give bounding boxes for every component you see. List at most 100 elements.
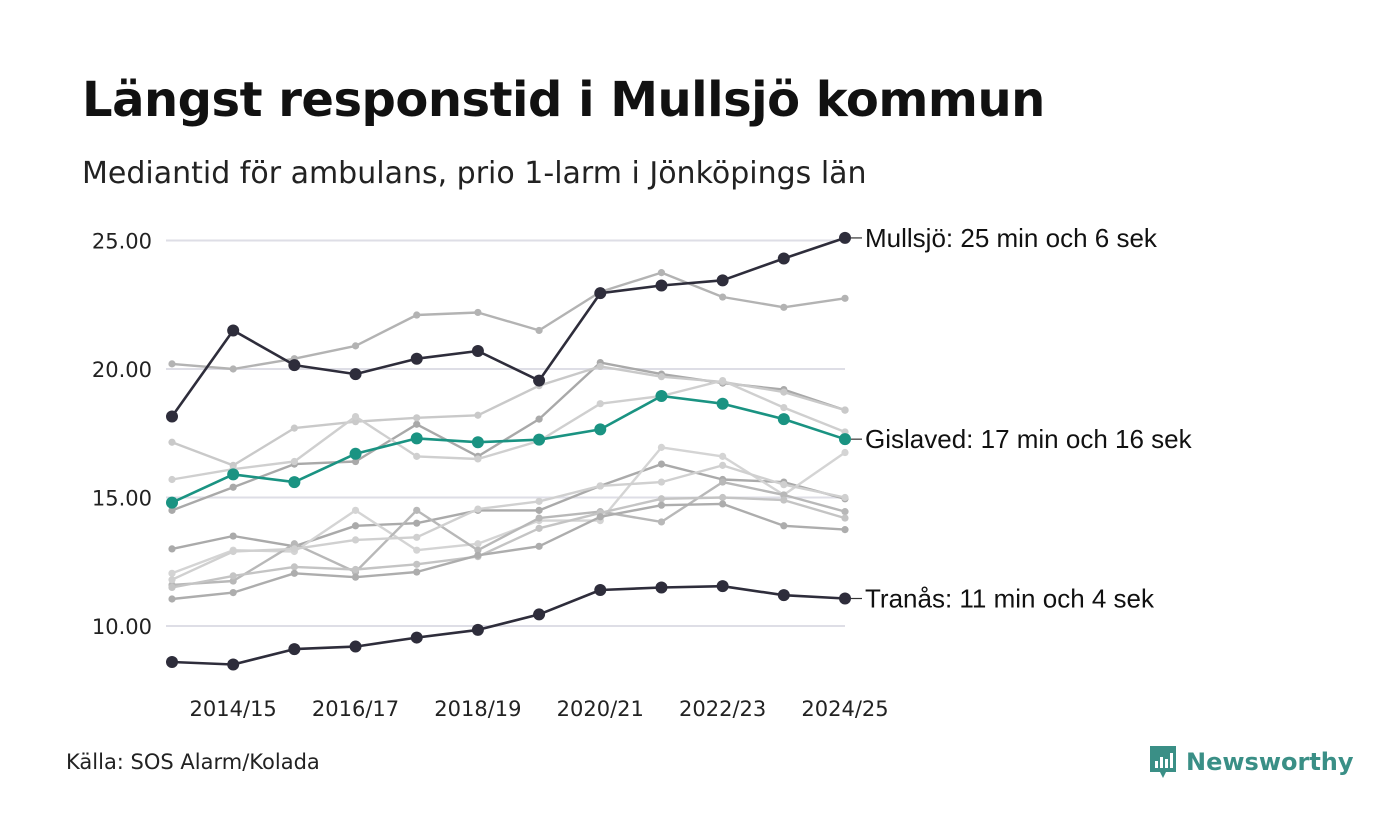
data-point (474, 411, 482, 419)
data-point (351, 573, 360, 581)
series-line (171, 271, 846, 371)
data-point (351, 342, 360, 350)
x-tick-label: 2018/19 (434, 697, 521, 721)
data-point (413, 414, 421, 422)
y-tick-label: 10.00 (92, 615, 152, 639)
data-point (471, 623, 484, 636)
data-point (290, 569, 298, 577)
data-point (474, 308, 482, 317)
data-point (719, 478, 727, 486)
data-point (716, 580, 729, 593)
data-point (351, 522, 360, 530)
series-kommun-i (168, 461, 849, 584)
line-chart: 10.00 15.00 20.00 25.00 2014/15 2016/17 2018/… (92, 223, 1193, 721)
data-point (474, 551, 482, 559)
data-point (471, 436, 484, 449)
grid-lines (166, 239, 845, 627)
series-kommun-a (168, 269, 849, 373)
data-point (351, 412, 360, 421)
data-point (227, 324, 240, 337)
data-point (349, 640, 362, 653)
data-point (166, 655, 178, 668)
series-end-label: Tranås: 11 min och 4 sek (865, 584, 1155, 614)
data-point (413, 519, 421, 527)
series-kommun-g (168, 478, 849, 589)
series-line (171, 496, 846, 589)
y-axis-ticks: 10.00 15.00 20.00 25.00 (92, 230, 152, 640)
data-point (166, 496, 178, 509)
data-point (655, 581, 668, 594)
data-point (839, 592, 851, 605)
y-tick-label: 25.00 (92, 230, 152, 254)
data-point (535, 524, 543, 532)
data-point (290, 457, 298, 466)
data-point (839, 231, 851, 244)
data-point (288, 476, 301, 489)
data-point (533, 374, 546, 387)
x-axis-ticks: 2014/15 2016/17 2018/19 2020/21 2022/23 2024/… (190, 697, 889, 721)
y-tick-label: 20.00 (92, 358, 152, 382)
brand-name: Newsworthy (1186, 748, 1354, 776)
data-point (780, 496, 788, 504)
data-point (780, 522, 788, 530)
data-point (596, 513, 604, 521)
data-point (657, 478, 666, 486)
data-point (474, 505, 482, 513)
chart-title: Längst responstid i Mullsjö kommun (82, 72, 1045, 128)
data-point (657, 460, 666, 468)
data-point (168, 506, 176, 514)
data-point (655, 389, 668, 402)
data-point (290, 540, 298, 548)
series-kommun-c (168, 362, 849, 469)
data-point (229, 588, 237, 597)
data-point (229, 365, 237, 373)
data-point (777, 589, 790, 602)
series-line (171, 379, 846, 481)
data-point (168, 576, 176, 584)
series-kommun-d (168, 376, 849, 484)
data-point (351, 418, 360, 426)
data-point (413, 533, 421, 541)
data-point (657, 501, 666, 509)
data-point (535, 497, 543, 505)
series-line (170, 236, 846, 418)
background-series (168, 269, 849, 603)
data-point (777, 413, 790, 426)
data-point (168, 595, 176, 603)
data-point (780, 303, 788, 311)
data-point (533, 433, 546, 446)
data-point (410, 432, 423, 445)
series-line (171, 464, 846, 581)
series-end-label: Gislaved: 17 min och 16 sek (865, 424, 1193, 454)
chart-subtitle: Mediantid för ambulans, prio 1-larm i Jö… (82, 156, 867, 191)
data-point (288, 643, 301, 656)
data-point (841, 526, 849, 534)
data-point (841, 493, 849, 502)
data-point (719, 452, 727, 460)
data-point (351, 565, 360, 574)
data-point (229, 483, 237, 491)
data-point (351, 536, 360, 544)
data-point (413, 506, 421, 514)
data-point (413, 311, 421, 319)
data-point (719, 500, 727, 508)
chart-bars-icon (1150, 746, 1176, 778)
series-end-labels: Mullsjö: 25 min och 6 sek Gislaved: 17 mi… (851, 223, 1193, 614)
data-point (657, 443, 666, 451)
data-point (413, 546, 421, 554)
data-point (657, 518, 666, 526)
data-point (290, 424, 298, 432)
data-point (780, 481, 788, 489)
series-kommun-h (168, 493, 849, 592)
data-point (290, 563, 298, 571)
brand-logo: Newsworthy (1148, 744, 1354, 780)
data-point (655, 279, 668, 292)
data-point (168, 583, 176, 592)
data-point (535, 542, 543, 550)
data-point (594, 423, 607, 436)
series-mullsjö (166, 231, 851, 423)
data-point (841, 448, 849, 457)
x-tick-label: 2024/25 (801, 697, 888, 721)
data-point (413, 420, 421, 428)
data-point (229, 572, 237, 580)
